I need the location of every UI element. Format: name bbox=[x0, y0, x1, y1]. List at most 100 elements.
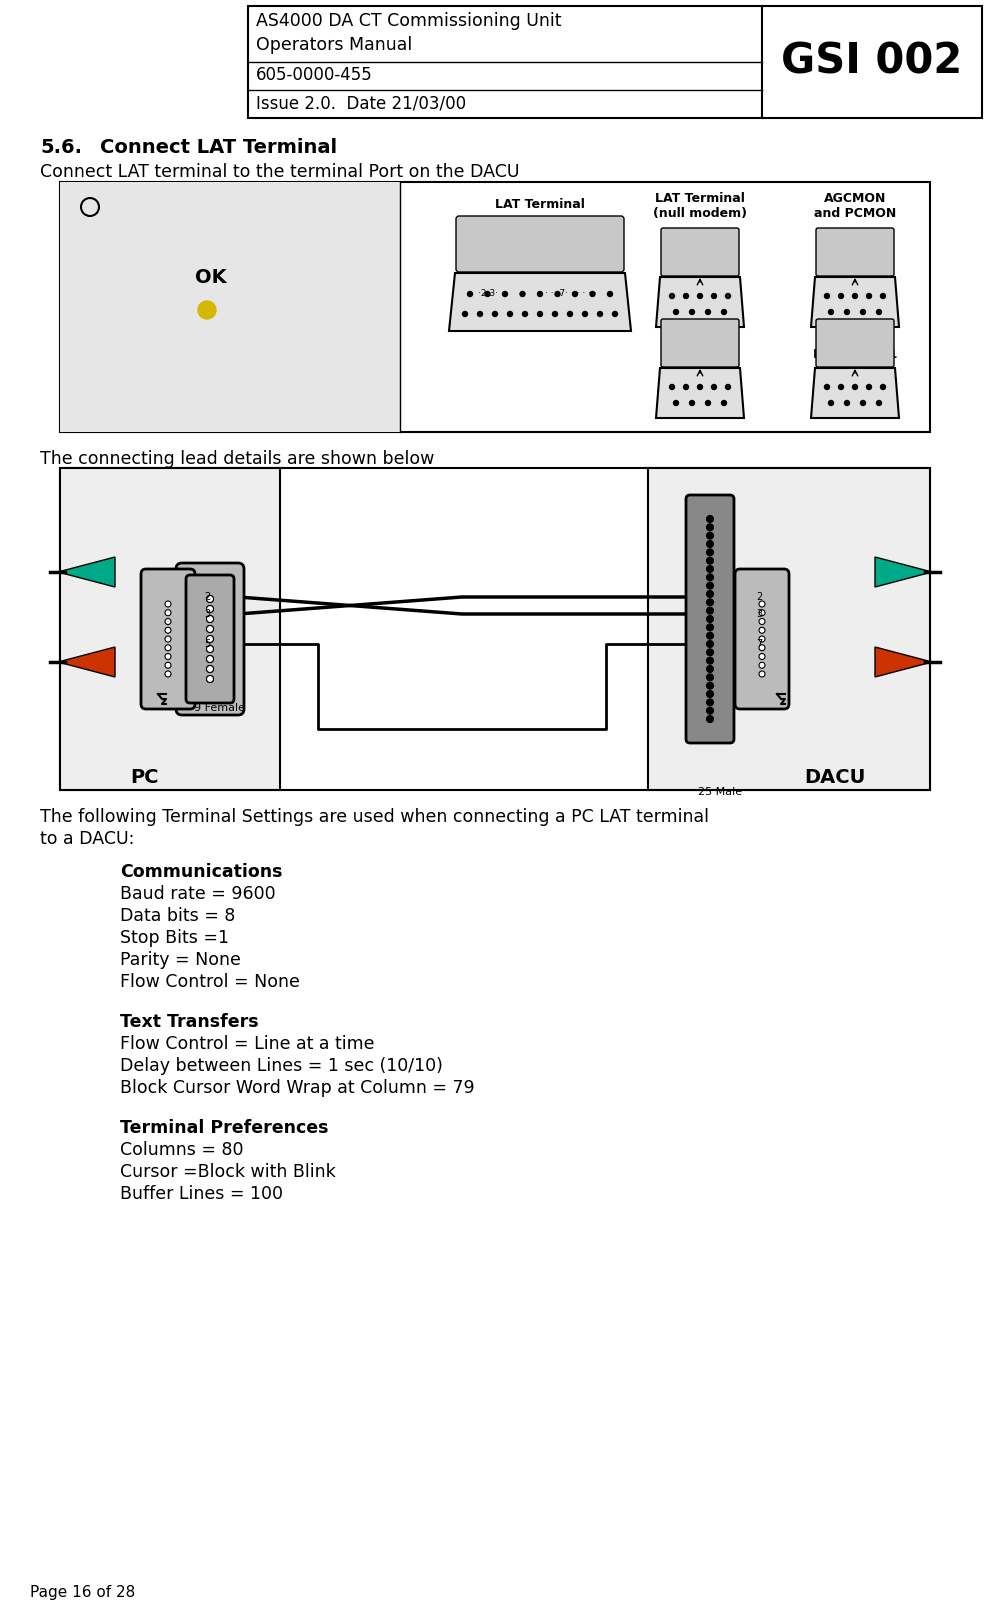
Circle shape bbox=[707, 524, 714, 531]
Circle shape bbox=[839, 293, 843, 298]
Circle shape bbox=[707, 574, 714, 580]
Circle shape bbox=[552, 311, 557, 316]
Circle shape bbox=[707, 691, 714, 697]
Circle shape bbox=[880, 293, 885, 298]
Circle shape bbox=[759, 627, 765, 633]
Circle shape bbox=[207, 635, 214, 643]
Circle shape bbox=[198, 301, 216, 319]
Text: Block Cursor Word Wrap at Column = 79: Block Cursor Word Wrap at Column = 79 bbox=[120, 1079, 474, 1096]
Text: Buffer Lines = 100: Buffer Lines = 100 bbox=[120, 1185, 283, 1202]
Text: to a DACU:: to a DACU: bbox=[40, 830, 135, 848]
Circle shape bbox=[707, 516, 714, 523]
Circle shape bbox=[207, 675, 214, 683]
Text: POTS Line 1: POTS Line 1 bbox=[813, 348, 897, 361]
Circle shape bbox=[207, 646, 214, 652]
Circle shape bbox=[613, 311, 618, 316]
Circle shape bbox=[207, 606, 214, 612]
Text: Delay between Lines = 1 sec (10/10): Delay between Lines = 1 sec (10/10) bbox=[120, 1056, 443, 1076]
Text: Cursor =Block with Blink: Cursor =Block with Blink bbox=[120, 1164, 336, 1181]
FancyBboxPatch shape bbox=[141, 569, 195, 709]
Circle shape bbox=[829, 309, 834, 314]
Text: Operators Manual: Operators Manual bbox=[256, 35, 412, 55]
Text: GSI 002: GSI 002 bbox=[781, 42, 962, 83]
Circle shape bbox=[722, 309, 727, 314]
Circle shape bbox=[689, 401, 695, 406]
Text: (null modem): (null modem) bbox=[653, 207, 747, 220]
Circle shape bbox=[207, 606, 214, 612]
Text: and PCMON: and PCMON bbox=[814, 207, 896, 220]
FancyBboxPatch shape bbox=[186, 575, 234, 704]
Circle shape bbox=[844, 309, 849, 314]
Circle shape bbox=[707, 540, 714, 548]
Text: 605-0000-455: 605-0000-455 bbox=[256, 66, 373, 83]
Text: Data bits = 8: Data bits = 8 bbox=[120, 907, 236, 925]
Text: · · ·7· · · · · ·: · · ·7· · · · · · bbox=[545, 290, 597, 298]
Text: AGCMON: AGCMON bbox=[824, 192, 886, 205]
Circle shape bbox=[165, 654, 171, 659]
Polygon shape bbox=[58, 648, 115, 676]
Circle shape bbox=[462, 311, 467, 316]
Circle shape bbox=[538, 292, 543, 297]
Circle shape bbox=[669, 293, 674, 298]
Circle shape bbox=[683, 293, 688, 298]
Circle shape bbox=[207, 665, 214, 673]
Circle shape bbox=[759, 636, 765, 641]
Polygon shape bbox=[656, 369, 744, 418]
Circle shape bbox=[503, 292, 508, 297]
Circle shape bbox=[860, 309, 865, 314]
Bar bbox=[248, 6, 982, 119]
Circle shape bbox=[673, 309, 678, 314]
Circle shape bbox=[538, 311, 543, 316]
Circle shape bbox=[207, 616, 214, 622]
Circle shape bbox=[707, 624, 714, 632]
Circle shape bbox=[759, 609, 765, 616]
Circle shape bbox=[673, 401, 678, 406]
Circle shape bbox=[555, 292, 560, 297]
Circle shape bbox=[759, 619, 765, 625]
Circle shape bbox=[598, 311, 603, 316]
Circle shape bbox=[467, 292, 472, 297]
Circle shape bbox=[759, 654, 765, 659]
FancyBboxPatch shape bbox=[456, 216, 624, 273]
Text: PC: PC bbox=[131, 768, 159, 787]
Text: 3: 3 bbox=[204, 609, 210, 619]
Circle shape bbox=[707, 649, 714, 656]
Bar bbox=[60, 183, 400, 431]
FancyBboxPatch shape bbox=[816, 319, 894, 367]
Circle shape bbox=[876, 401, 881, 406]
Circle shape bbox=[852, 293, 857, 298]
Circle shape bbox=[707, 616, 714, 622]
Circle shape bbox=[839, 385, 843, 390]
Circle shape bbox=[712, 385, 717, 390]
Text: Connect LAT Terminal: Connect LAT Terminal bbox=[100, 138, 338, 157]
Text: 7: 7 bbox=[756, 640, 762, 649]
Circle shape bbox=[707, 665, 714, 673]
Circle shape bbox=[520, 292, 525, 297]
Circle shape bbox=[880, 385, 885, 390]
Bar bbox=[648, 468, 930, 790]
Circle shape bbox=[165, 609, 171, 616]
Circle shape bbox=[477, 311, 482, 316]
Circle shape bbox=[207, 656, 214, 662]
Circle shape bbox=[207, 595, 214, 603]
Bar bbox=[60, 468, 930, 790]
Circle shape bbox=[866, 385, 871, 390]
FancyBboxPatch shape bbox=[686, 495, 734, 744]
Circle shape bbox=[876, 309, 881, 314]
Circle shape bbox=[492, 311, 498, 316]
Circle shape bbox=[759, 644, 765, 651]
Circle shape bbox=[207, 625, 214, 633]
Circle shape bbox=[825, 293, 830, 298]
Text: LAT Terminal: LAT Terminal bbox=[495, 199, 585, 212]
Text: Communications: Communications bbox=[120, 862, 282, 882]
Circle shape bbox=[485, 292, 490, 297]
Circle shape bbox=[165, 662, 171, 668]
Polygon shape bbox=[656, 277, 744, 327]
Text: ·2·3·: ·2·3· bbox=[478, 290, 498, 298]
Circle shape bbox=[825, 385, 830, 390]
Circle shape bbox=[683, 385, 688, 390]
Circle shape bbox=[712, 293, 717, 298]
Circle shape bbox=[707, 699, 714, 705]
FancyBboxPatch shape bbox=[661, 319, 739, 367]
Circle shape bbox=[608, 292, 613, 297]
